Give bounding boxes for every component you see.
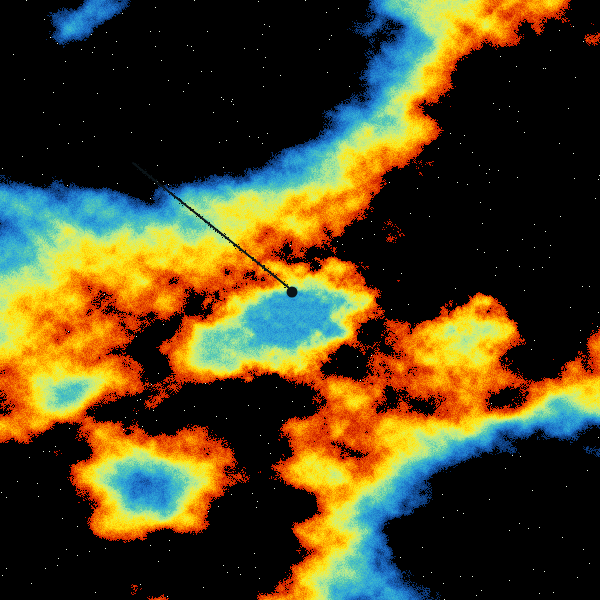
infrared-false-color-canvas xyxy=(0,0,600,600)
satellite-image-viewport xyxy=(0,0,600,600)
